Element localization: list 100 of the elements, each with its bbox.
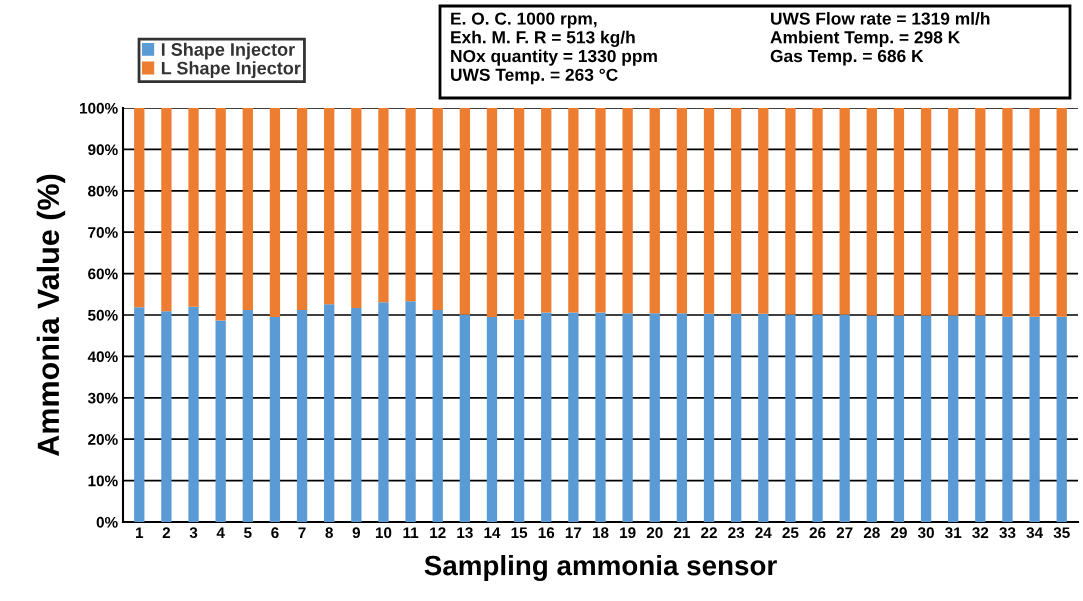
x-axis-title: Sampling ammonia sensor (424, 554, 777, 582)
bar (920, 315, 932, 522)
x-tick-label: 19 (620, 527, 636, 539)
x-tick-label: 3 (189, 527, 198, 539)
bar (975, 315, 986, 522)
bar (595, 108, 606, 313)
bar (459, 314, 470, 522)
x-tick-label: 10 (375, 527, 392, 539)
x-tick-label: 33 (999, 527, 1016, 539)
bar (812, 108, 823, 315)
y-tick-label: 80% (88, 185, 118, 197)
bar (242, 310, 253, 522)
bar (785, 314, 796, 522)
bar (513, 108, 525, 320)
bar (920, 108, 932, 316)
bar (676, 313, 688, 522)
bar (513, 319, 525, 522)
x-tick-label: 32 (972, 527, 989, 539)
bar (324, 108, 335, 305)
x-tick-label: 17 (565, 527, 582, 538)
bar (866, 108, 877, 316)
x-tick-label: 8 (325, 527, 333, 539)
bar (269, 317, 281, 522)
bar (459, 108, 470, 315)
bar (622, 313, 633, 522)
bar (541, 108, 552, 313)
bar (839, 314, 850, 522)
x-tick-label: 15 (511, 527, 528, 539)
x-tick-label: 30 (917, 527, 934, 539)
bar (324, 304, 335, 522)
x-tick-label: 24 (755, 527, 772, 538)
x-tick-label: 13 (457, 527, 473, 539)
bar (215, 108, 226, 321)
y-tick-label: 0% (96, 516, 118, 528)
x-tick-label: 18 (592, 527, 609, 539)
bar (568, 108, 579, 313)
x-tick-label: 14 (484, 527, 501, 538)
y-tick-label: 40% (87, 351, 118, 363)
x-tick-label: 21 (673, 527, 690, 538)
text: E. O. C. 1000 rpm, Exh. M. F. R = 513 kg/h NOx quantity = 1330 ppm UWS Temp. = 263 °C UWS Flow rate = 1319 ml/h Ambient Temp. = 298 K Gas Temp. = 686 K (451, 12, 990, 85)
bar (866, 315, 877, 522)
bar (215, 320, 226, 522)
bar (161, 108, 172, 312)
y-tick-label: 60% (88, 268, 118, 280)
x-tick-label: 22 (701, 527, 717, 538)
bar (161, 311, 172, 522)
bar (893, 108, 905, 316)
x-tick-label: 9 (352, 527, 361, 539)
y-tick-label: 10% (88, 475, 118, 487)
x-tick-label: 5 (244, 527, 252, 539)
x-tick-label: 20 (646, 527, 663, 539)
x-tick-label: 4 (216, 527, 225, 538)
bar (839, 108, 850, 315)
legend-label: I Shape Injector (161, 42, 295, 60)
y-axis-title: Ammonia Value (%) (36, 174, 66, 457)
bar (1029, 316, 1040, 522)
bar (432, 310, 443, 522)
bar (568, 312, 579, 522)
bar (812, 314, 823, 522)
bar (676, 108, 688, 314)
bar (296, 310, 308, 522)
bar (703, 313, 715, 522)
bar (242, 108, 253, 311)
y-tick-label: 100% (80, 102, 118, 114)
x-tick-label: 23 (728, 527, 745, 539)
bar (405, 301, 416, 522)
bar (703, 108, 715, 314)
x-tick-label: 1 (135, 527, 144, 538)
x-tick-label: 12 (430, 527, 446, 538)
y-tick-label: 90% (88, 144, 118, 156)
x-tick-label: 26 (809, 527, 826, 539)
bar (649, 313, 660, 522)
x-tick-label: 31 (945, 527, 962, 539)
x-tick-label: 29 (890, 527, 907, 539)
x-tick-label: 28 (863, 527, 880, 539)
bar (731, 313, 742, 522)
bar (269, 108, 281, 318)
bar (134, 108, 145, 308)
bar (486, 317, 498, 522)
bar (1056, 108, 1067, 317)
x-tick-label: 34 (1026, 527, 1044, 539)
legend-label: L Shape Injector (161, 61, 301, 79)
x-tick-label: 16 (538, 527, 555, 539)
bar (188, 108, 199, 307)
bar (351, 307, 362, 522)
x-tick-label: 11 (403, 527, 419, 538)
bar (378, 302, 389, 522)
bar (948, 108, 959, 316)
x-tick-label: 35 (1053, 527, 1070, 539)
bar (893, 315, 905, 522)
bar (1002, 316, 1013, 522)
bar (541, 312, 552, 522)
bar (351, 108, 362, 308)
bar (296, 108, 308, 311)
bar (1056, 316, 1067, 522)
y-tick-label: 20% (88, 434, 118, 445)
x-tick-label: 27 (836, 527, 853, 538)
bar (595, 312, 606, 522)
bar (378, 108, 389, 303)
x-tick-label: 6 (271, 527, 279, 539)
